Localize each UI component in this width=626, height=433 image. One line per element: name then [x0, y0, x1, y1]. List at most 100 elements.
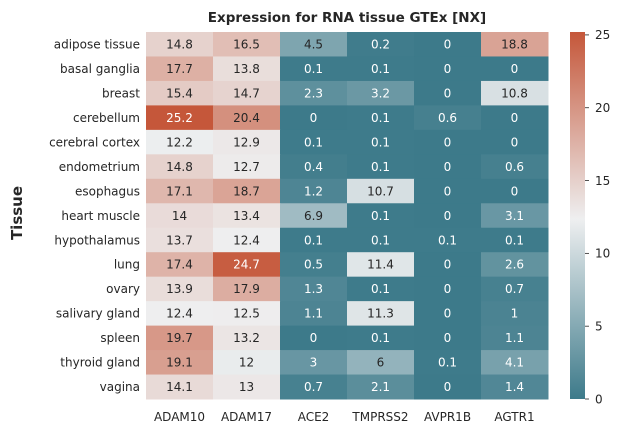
cell-value-label: 17.9 [233, 282, 260, 296]
cell-value-label: 0 [310, 331, 318, 345]
cell-value-label: 2.3 [304, 86, 323, 100]
heatmap-cell [280, 154, 348, 180]
cell-value-label: 12.7 [233, 160, 260, 174]
heatmap-cell [481, 80, 549, 106]
cell-value-label: 0.7 [304, 380, 323, 394]
cell-value-label: 17.1 [166, 184, 193, 198]
colorbar-tick-label: 25 [595, 28, 610, 42]
heatmap-cell [280, 32, 348, 57]
cell-value-label: 17.7 [166, 62, 193, 76]
heatmap-cell [347, 129, 415, 155]
cell-value-label: 14.1 [166, 380, 193, 394]
heatmap-cell [347, 350, 415, 376]
heatmap-cell [146, 325, 214, 351]
cell-value-label: 0 [444, 184, 452, 198]
cell-value-label: 12.4 [233, 233, 260, 247]
cell-value-label: 14.8 [166, 160, 193, 174]
cell-value-label: 12.9 [233, 135, 260, 149]
y-tick-label: breast [102, 86, 140, 100]
heatmap-cell [213, 301, 281, 327]
cell-value-label: 12.4 [166, 307, 193, 321]
heatmap-cell [280, 56, 348, 82]
cell-value-label: 1.1 [304, 307, 323, 321]
heatmap-cell [481, 301, 549, 327]
heatmap-cell [481, 374, 549, 400]
cell-value-label: 0 [444, 331, 452, 345]
colorbar-tick-label: 0 [595, 392, 603, 406]
heatmap-cell [414, 374, 482, 400]
heatmap-cell [213, 154, 281, 180]
cell-value-label: 11.3 [367, 307, 394, 321]
heatmap-cell [213, 227, 281, 253]
cell-value-label: 19.7 [166, 331, 193, 345]
heatmap-cell [146, 105, 214, 131]
cell-value-label: 0.6 [438, 111, 457, 125]
y-tick-label: spleen [100, 331, 140, 345]
heatmap-cell [481, 154, 549, 180]
heatmap-cell [414, 227, 482, 253]
heatmap-cell [347, 301, 415, 327]
cell-value-label: 0 [444, 209, 452, 223]
cell-value-label: 13.9 [166, 282, 193, 296]
y-tick-label: thyroid gland [60, 356, 140, 370]
x-tick-label: AGTR1 [494, 410, 534, 424]
y-tick-label: esophagus [75, 184, 140, 198]
colorbar-tick-label: 10 [595, 247, 610, 261]
cell-value-label: 4.5 [304, 38, 323, 52]
cell-value-label: 0.1 [371, 111, 390, 125]
y-tick-label: cerebellum [73, 111, 140, 125]
cell-value-label: 3.2 [371, 86, 390, 100]
heatmap-cell [146, 203, 214, 229]
heatmap-cell [347, 32, 415, 57]
heatmap-cell [146, 227, 214, 253]
cell-value-label: 0 [444, 86, 452, 100]
cell-value-label: 1 [511, 307, 519, 321]
cell-value-label: 0 [444, 380, 452, 394]
heatmap-cell [481, 203, 549, 229]
heatmap-cell [414, 325, 482, 351]
y-tick-labels: adipose tissue basal ganglia breast cerebel… [49, 38, 140, 395]
x-tick-label: ADAM17 [221, 410, 272, 424]
heatmap-cell [481, 350, 549, 376]
y-tick-label: basal ganglia [60, 62, 140, 76]
heatmap-cell [414, 129, 482, 155]
heatmap-cell [280, 252, 348, 278]
cell-value-label: 18.8 [501, 38, 528, 52]
cell-value-label: 15.4 [166, 86, 193, 100]
heatmap-cell [146, 301, 214, 327]
y-axis-label: Tissue [8, 186, 26, 240]
heatmap-cell [146, 252, 214, 278]
cell-value-label: 0 [511, 62, 519, 76]
y-tick-label: hypothalamus [54, 233, 140, 247]
cell-value-label: 2.1 [371, 380, 390, 394]
cell-value-label: 2.6 [505, 258, 524, 272]
x-tick-label: TMPRSS2 [351, 410, 408, 424]
heatmap-cell [414, 178, 482, 204]
heatmap-cell [481, 252, 549, 278]
heatmap-cell [213, 129, 281, 155]
heatmap-cell [347, 56, 415, 82]
cell-value-label: 3 [310, 356, 318, 370]
y-tick-label: lung [114, 258, 140, 272]
colorbar-tick-label: 20 [595, 101, 610, 115]
cell-value-label: 17.4 [166, 258, 193, 272]
heatmap-cell [146, 350, 214, 376]
heatmap-cell [481, 32, 549, 57]
heatmap-cell [347, 105, 415, 131]
heatmap-cell [347, 178, 415, 204]
cell-value-label: 0.1 [371, 209, 390, 223]
x-tick-label: AVPR1B [424, 410, 471, 424]
cell-value-label: 13.4 [233, 209, 260, 223]
cell-value-label: 0 [444, 307, 452, 321]
heatmap-cell [481, 227, 549, 253]
cell-value-label: 25.2 [166, 111, 193, 125]
cell-value-label: 1.3 [304, 282, 323, 296]
heatmap-cell [146, 56, 214, 82]
cell-value-label: 0.6 [505, 160, 524, 174]
heatmap-cell [347, 80, 415, 106]
heatmap-cell [414, 350, 482, 376]
heatmap-cell [213, 350, 281, 376]
heatmap-cell [481, 276, 549, 302]
cell-value-label: 0.1 [371, 233, 390, 247]
